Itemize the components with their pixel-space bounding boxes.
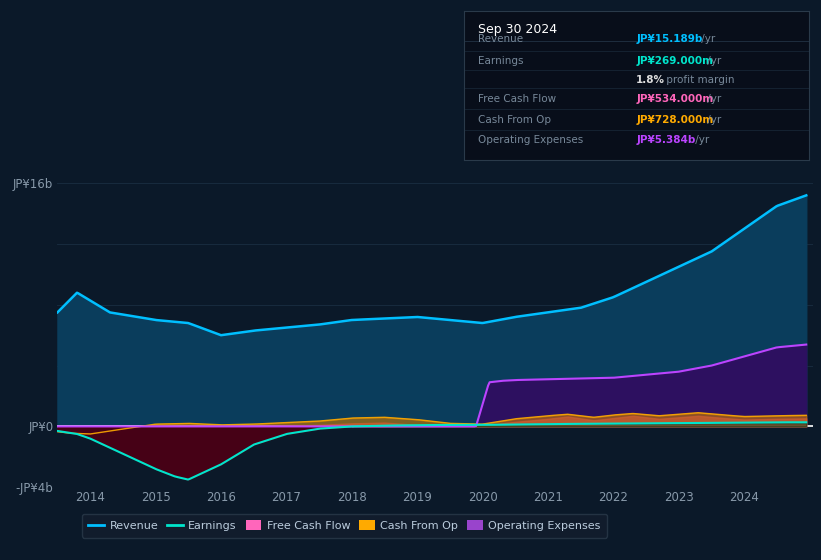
Text: JP¥728.000m: JP¥728.000m [636, 115, 713, 124]
Text: JP¥15.189b: JP¥15.189b [636, 34, 703, 44]
Text: /yr: /yr [692, 136, 709, 145]
Text: 1.8%: 1.8% [636, 75, 665, 85]
Text: /yr: /yr [699, 34, 716, 44]
Text: Operating Expenses: Operating Expenses [478, 136, 583, 145]
Text: Sep 30 2024: Sep 30 2024 [478, 23, 557, 36]
Legend: Revenue, Earnings, Free Cash Flow, Cash From Op, Operating Expenses: Revenue, Earnings, Free Cash Flow, Cash … [82, 514, 608, 538]
Text: /yr: /yr [704, 94, 722, 104]
Text: profit margin: profit margin [663, 75, 735, 85]
Text: Earnings: Earnings [478, 56, 523, 66]
Text: JP¥534.000m: JP¥534.000m [636, 94, 713, 104]
Text: /yr: /yr [704, 56, 722, 66]
Text: JP¥5.384b: JP¥5.384b [636, 136, 695, 145]
Text: JP¥269.000m: JP¥269.000m [636, 56, 713, 66]
Text: Revenue: Revenue [478, 34, 523, 44]
Text: Cash From Op: Cash From Op [478, 115, 551, 124]
Text: /yr: /yr [704, 115, 722, 124]
Text: Free Cash Flow: Free Cash Flow [478, 94, 556, 104]
